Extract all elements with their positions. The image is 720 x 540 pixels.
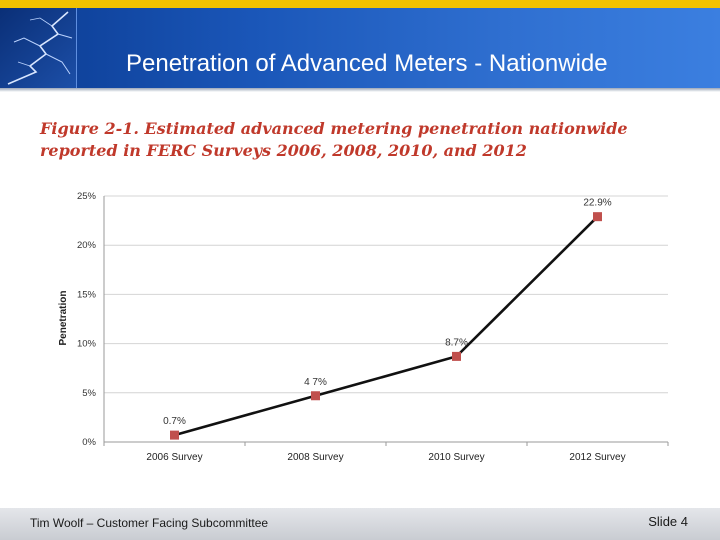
chart-gridlines	[103, 195, 668, 443]
series-line	[174, 215, 599, 437]
top-accent-stripe	[0, 0, 720, 8]
figure-caption: Figure 2-1. Estimated advanced metering …	[40, 119, 628, 160]
footer-presenter: Tim Woolf – Customer Facing Subcommittee	[30, 516, 269, 530]
page-title: Penetration of Advanced Meters - Nationw…	[126, 50, 608, 77]
slide-header: Penetration of Advanced Meters - Nationw…	[0, 8, 720, 88]
y-axis-label: Penetration	[58, 290, 69, 345]
x-tick-label: 2008 Survey	[287, 452, 343, 463]
data-labels: 0.7% 4 7% 8.7% 22.9%	[163, 198, 612, 427]
data-label: 8.7%	[445, 337, 468, 348]
data-label: 22.9%	[583, 198, 611, 209]
y-tick-label: 25%	[77, 191, 97, 202]
slide-number: Slide 4	[648, 514, 688, 529]
x-tick-label: 2006 Survey	[146, 452, 202, 463]
data-point-marker	[311, 391, 320, 401]
footer-bar	[0, 508, 720, 540]
y-tick-label: 15%	[77, 289, 97, 300]
header-divider	[0, 88, 720, 92]
penetration-line-chart: 0%5%10%15%20%25% 2006 Survey 2008 Survey 2…	[58, 191, 669, 463]
y-tick-label: 5%	[82, 388, 96, 399]
y-tick-label: 0%	[82, 437, 96, 448]
lightning-logo-icon	[0, 8, 77, 88]
data-point-marker	[452, 351, 461, 361]
data-point-marker	[593, 212, 602, 222]
x-axis-ticks: 2006 Survey 2008 Survey 2010 Survey 2012 Su…	[103, 442, 669, 463]
y-tick-label: 10%	[77, 339, 97, 350]
x-tick-label: 2010 Survey	[428, 452, 484, 463]
data-label: 0.7%	[163, 416, 186, 427]
y-tick-label: 20%	[77, 240, 97, 251]
x-tick-label: 2012 Survey	[569, 452, 625, 463]
data-point-marker	[170, 430, 179, 440]
data-points	[170, 212, 602, 440]
data-label: 4 7%	[304, 377, 327, 388]
y-axis-ticks: 0% 5% 10% 15% 20% 25%	[77, 191, 97, 448]
